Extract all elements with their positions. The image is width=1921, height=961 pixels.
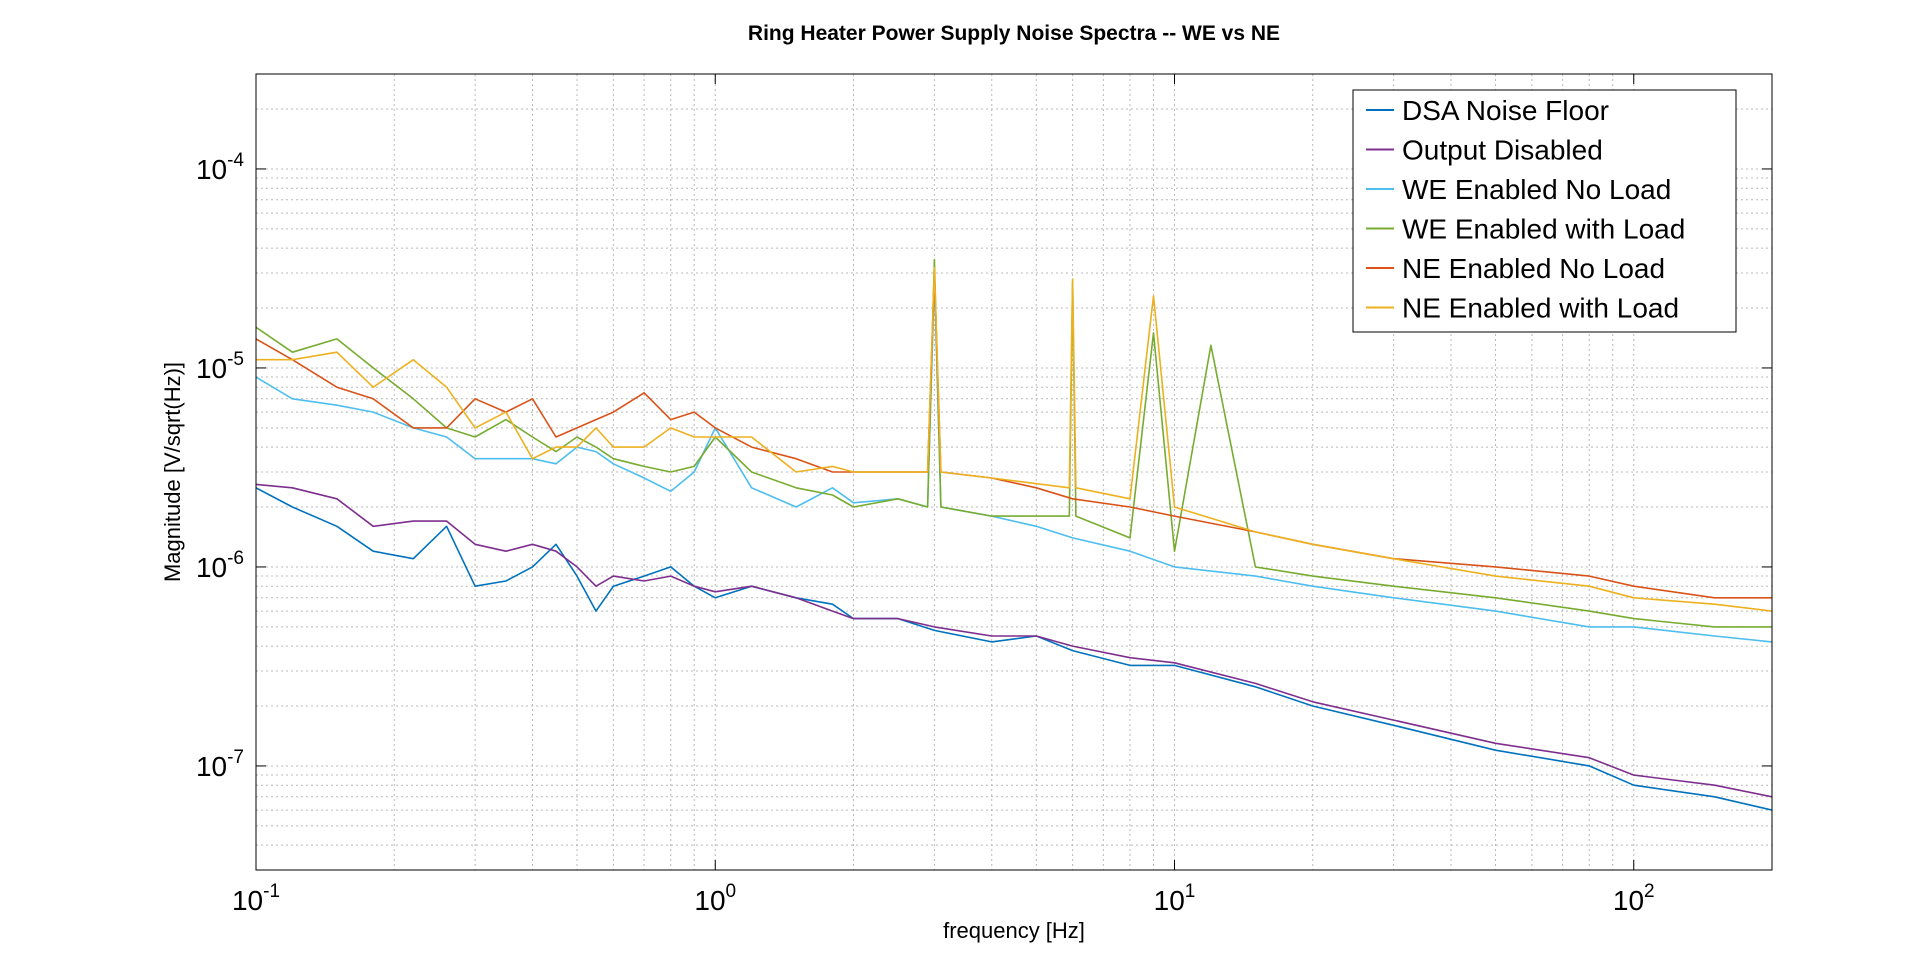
- legend-entry: WE Enabled No Load: [1402, 174, 1671, 205]
- legend-entry: NE Enabled with Load: [1402, 293, 1679, 324]
- x-axis-label: frequency [Hz]: [943, 918, 1085, 943]
- chart-title: Ring Heater Power Supply Noise Spectra -…: [748, 22, 1280, 45]
- x-tick-label: 102: [1613, 881, 1655, 916]
- series-line-3: [256, 278, 1772, 643]
- legend-entry: NE Enabled No Load: [1402, 253, 1665, 284]
- legend-entry: DSA Noise Floor: [1402, 95, 1609, 126]
- series-line-2: [256, 483, 1772, 798]
- legend-box: [1352, 89, 1737, 333]
- legend-entry: Output Disabled: [1402, 135, 1603, 166]
- y-tick-label: 10-6: [196, 548, 244, 583]
- series-line-4: [256, 258, 1772, 628]
- legend: DSA Noise Floor Output Disabled WE Enabled…: [1352, 89, 1737, 333]
- ticks: 10-1 100 101 102 10-7 10-6 10-5 10-4: [196, 74, 1772, 916]
- y-tick-label: 10-5: [196, 349, 244, 384]
- series-line-6: [256, 266, 1772, 612]
- x-tick-label: 10-1: [232, 881, 280, 916]
- legend-entry: WE Enabled with Load: [1402, 214, 1685, 245]
- series-lines: [256, 258, 1772, 811]
- y-axis-label: Magnitude [V/sqrt(Hz)]: [160, 362, 185, 582]
- y-tick-label: 10-7: [196, 747, 244, 782]
- x-tick-label: 101: [1154, 881, 1196, 916]
- y-tick-label: 10-4: [196, 150, 244, 185]
- plot-border: [255, 73, 1773, 871]
- x-tick-label: 100: [694, 881, 736, 916]
